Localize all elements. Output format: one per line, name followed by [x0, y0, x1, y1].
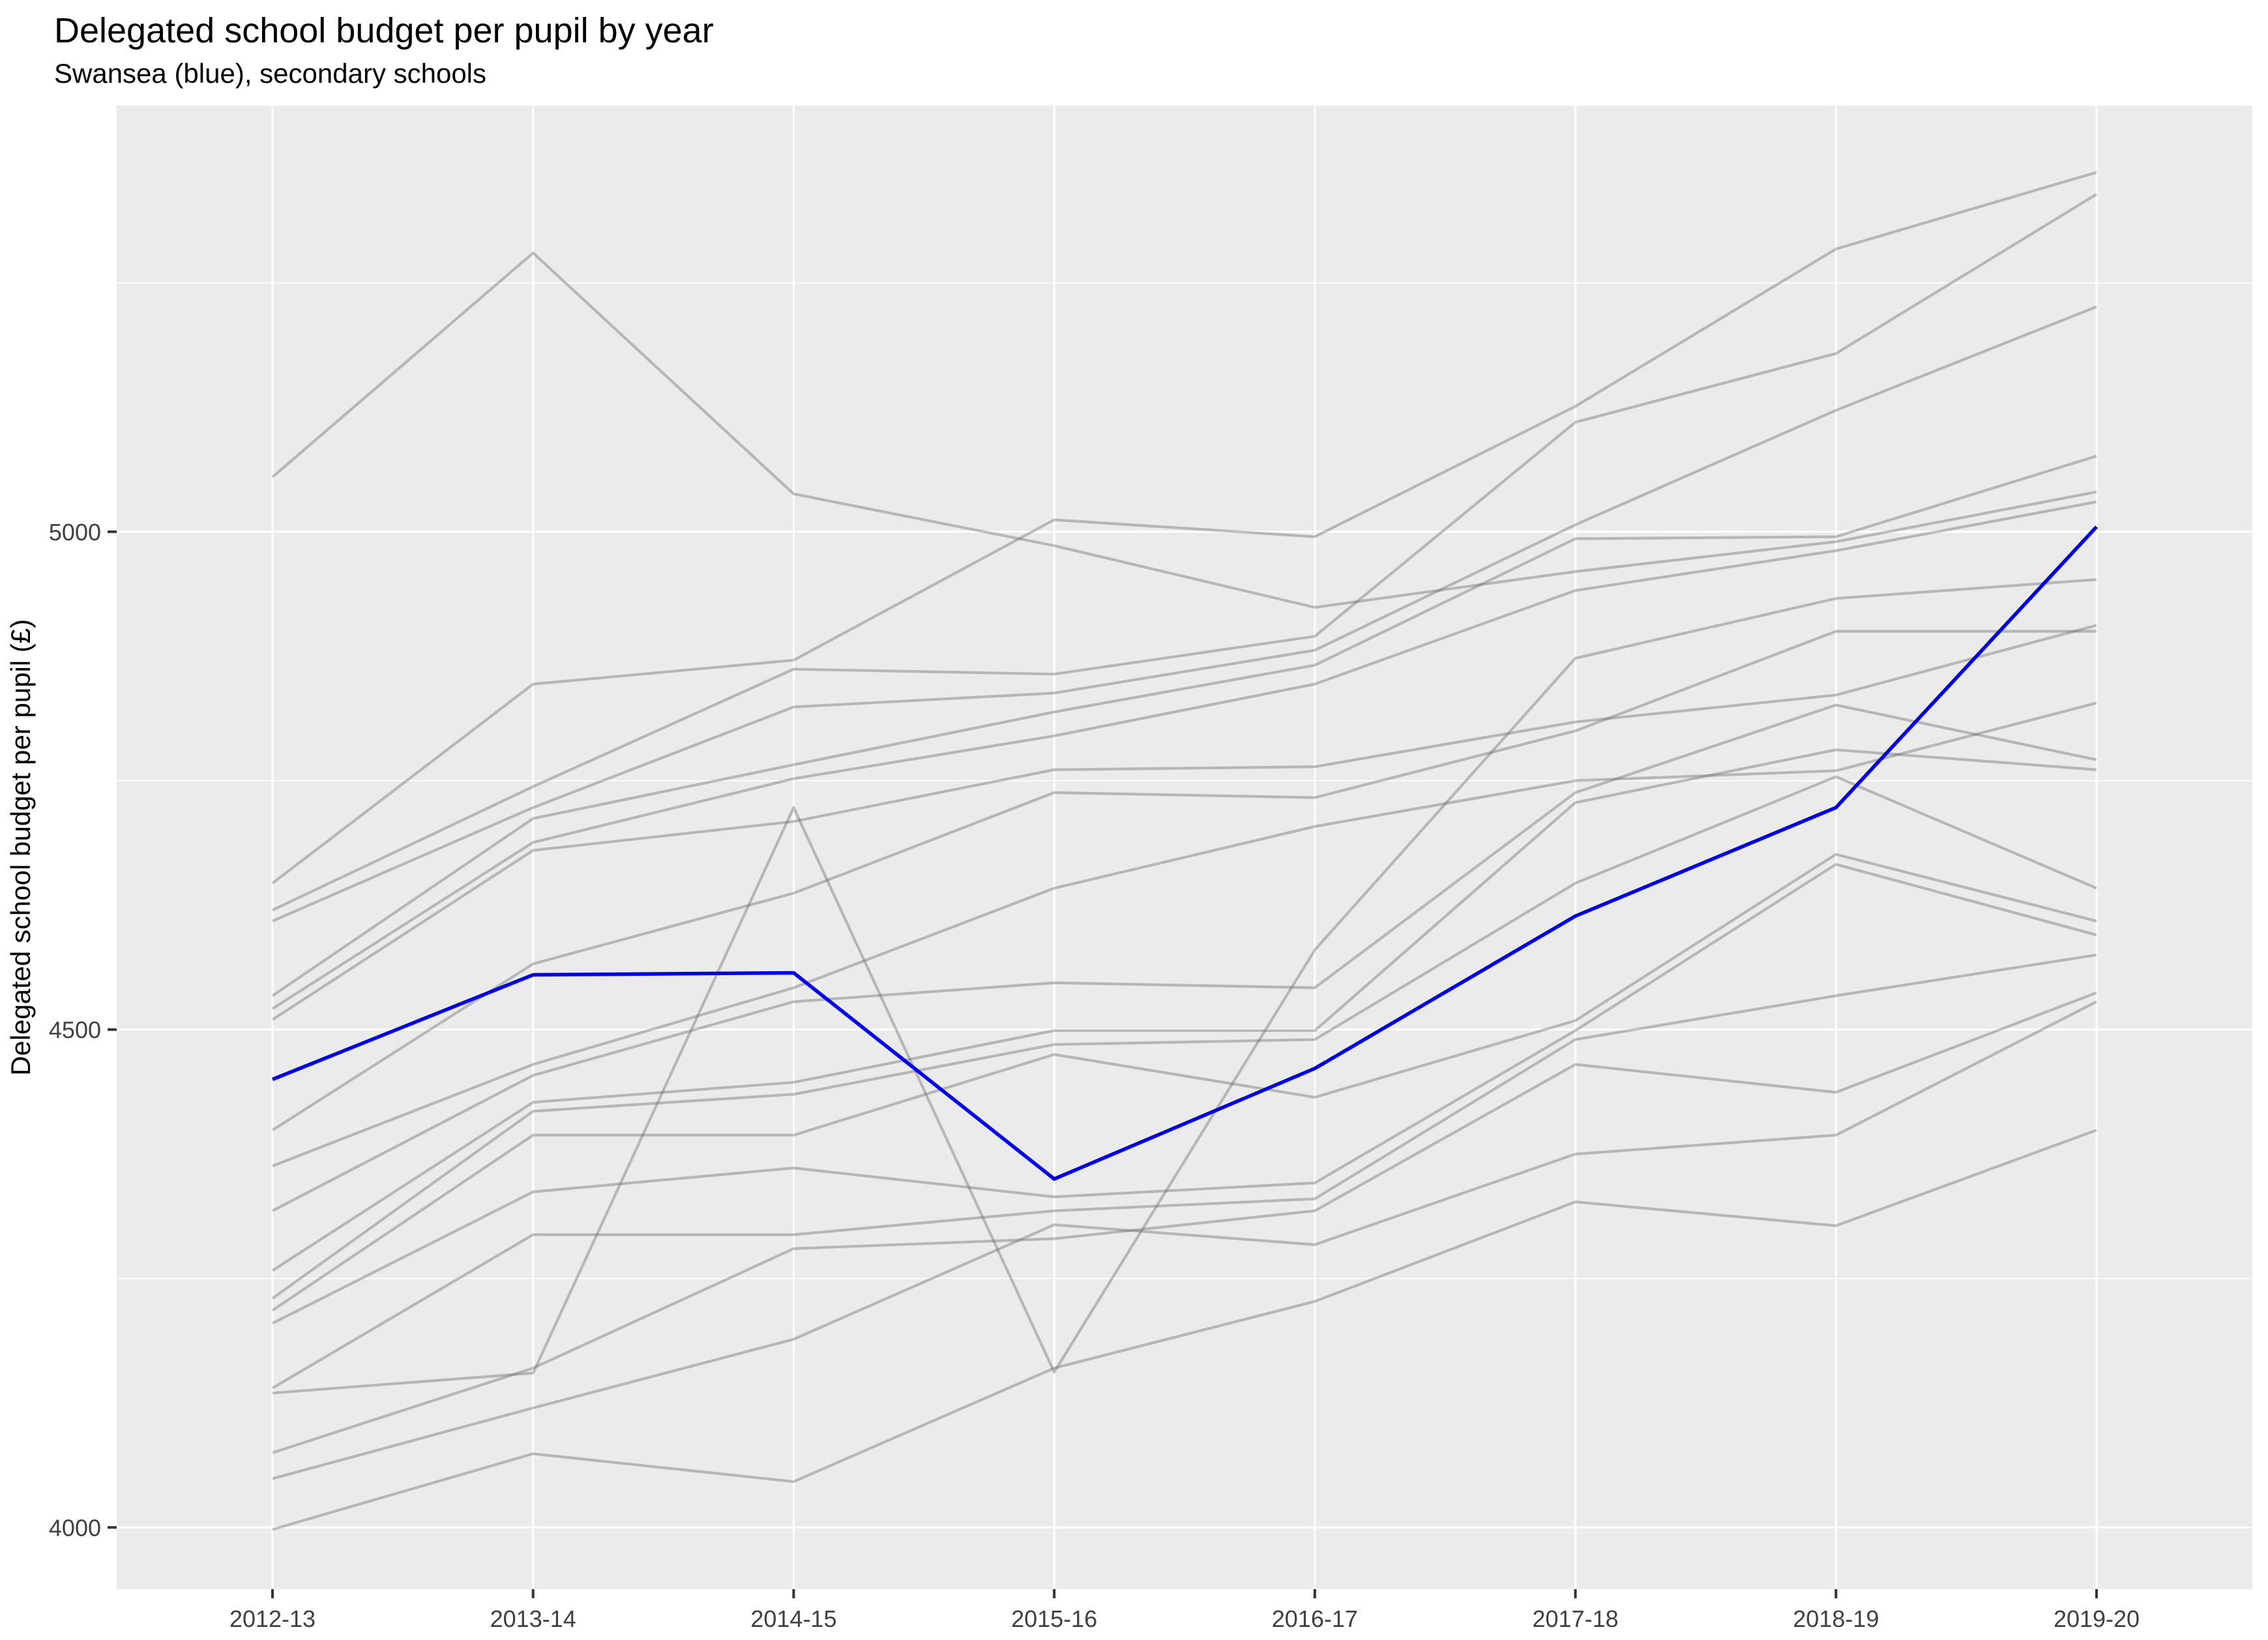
school-line	[271, 775, 2097, 1300]
x-tick-label: 2019-20	[2054, 1605, 2140, 1632]
school-line	[272, 701, 2097, 1167]
school-line	[271, 953, 2097, 1390]
gridlines-major	[117, 106, 2252, 1589]
y-tick-label: 5000	[49, 519, 101, 546]
school-line	[272, 305, 2097, 922]
x-tick-label: 2018-19	[1793, 1605, 1879, 1632]
x-tick-label: 2016-17	[1272, 1605, 1358, 1632]
x-tick-label: 2013-14	[490, 1605, 576, 1632]
school-line	[272, 862, 2097, 1325]
school-line	[272, 703, 2097, 1212]
school-line	[271, 251, 2097, 609]
school-line	[272, 578, 2097, 1395]
plot-panel	[117, 106, 2252, 1589]
x-tick-labels: 2012-13 2013-14 2014-15 2015-16 2016-17 2017-…	[229, 1605, 2140, 1632]
y-tick-label: 4500	[49, 1017, 101, 1044]
x-tick-label: 2017-18	[1533, 1605, 1619, 1632]
school-line	[271, 853, 2097, 1312]
swansea-line	[271, 525, 2099, 1181]
series-lines	[271, 171, 2099, 1531]
school-line	[271, 624, 2097, 1021]
y-tick-label: 4000	[49, 1514, 101, 1541]
chart-title: Delegated school budget per pupil by yea…	[54, 11, 714, 50]
gridlines-minor	[117, 282, 2252, 1280]
y-axis-title: Delegated school budget per pupil (£)	[5, 619, 36, 1076]
school-line	[271, 748, 2097, 1272]
x-tick-label: 2015-16	[1011, 1605, 1097, 1632]
school-line	[271, 171, 2097, 885]
chart-subtitle: Swansea (blue), secondary schools	[54, 58, 487, 89]
school-line	[272, 193, 2098, 912]
school-line	[271, 454, 2097, 997]
school-line	[271, 630, 2097, 1132]
school-line	[272, 991, 2097, 1454]
school-line	[272, 1128, 2097, 1531]
school-line	[271, 500, 2097, 1010]
axis-tick-marks	[108, 530, 2098, 1598]
y-tick-labels: 4000 4500 5000	[49, 519, 101, 1542]
x-tick-label: 2012-13	[229, 1605, 316, 1632]
school-line	[272, 1000, 2097, 1480]
x-tick-label: 2014-15	[750, 1605, 836, 1632]
